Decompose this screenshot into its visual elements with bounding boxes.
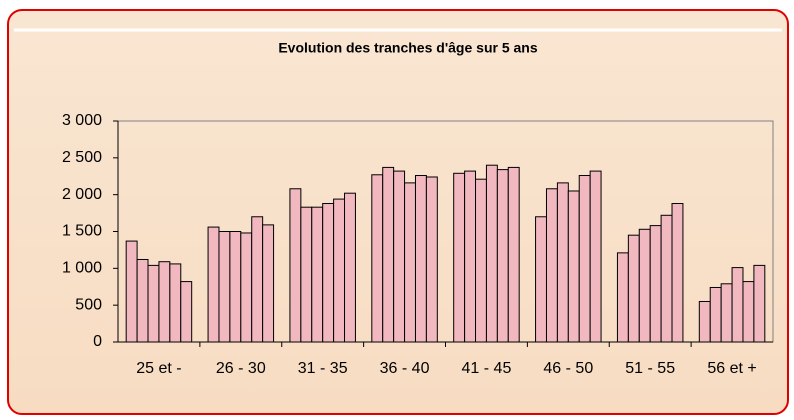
x-tick-label: 36 - 40 [380,360,430,377]
bar [731,267,744,343]
bar [311,206,324,343]
x-tick-label: 46 - 50 [543,360,593,377]
bar [496,169,509,343]
bar [393,170,406,343]
bar [507,166,520,343]
bar [404,182,416,343]
bar [567,190,580,343]
bar [251,216,264,343]
bar [289,188,302,343]
y-tick-label: 500 [75,296,102,313]
bar [371,174,384,343]
bar [627,234,640,343]
bar [671,203,684,343]
bar [240,232,253,343]
bar [158,261,171,343]
bar [556,182,569,343]
bar [382,166,395,343]
y-tick-label: 3 000 [62,112,102,129]
x-tick-label: 51 - 55 [625,360,675,377]
bar [616,252,629,343]
bar [753,264,766,343]
bar [709,286,722,343]
bar [453,172,466,343]
bar [638,228,651,343]
bar [333,198,346,343]
bar [229,231,242,343]
bar [485,164,498,343]
bar [475,178,487,343]
x-tick-label: 26 - 30 [216,360,266,377]
bar [698,300,711,343]
y-tick-label: 2 000 [62,186,102,203]
bar [414,175,427,343]
x-tick-label: 41 - 45 [462,360,512,377]
bar [720,283,733,343]
bar [578,175,591,343]
bar [300,206,313,343]
bar [464,170,477,343]
bar [344,192,356,343]
y-tick-label: 2 500 [62,149,102,166]
bar [425,176,438,343]
bar [649,225,662,343]
chart-title: Evolution des tranches d'âge sur 5 ans [278,40,538,56]
bar [218,231,231,343]
bar [169,263,182,343]
bar [207,226,220,343]
y-tick-label: 1 000 [62,260,102,277]
x-tick-label: 31 - 35 [298,360,348,377]
bar [545,188,558,343]
bar [322,203,335,343]
x-tick-label: 25 et - [136,360,181,377]
x-tick-label: 56 et + [707,360,756,377]
bar [535,216,547,343]
bar [147,264,160,343]
bar [136,258,149,343]
y-tick-label: 1 500 [62,223,102,240]
bar [125,240,138,343]
bar [589,170,602,343]
bar [742,281,755,343]
bar [660,214,673,343]
bar [262,224,275,343]
bar [180,281,193,343]
y-tick-label: 0 [93,333,102,350]
